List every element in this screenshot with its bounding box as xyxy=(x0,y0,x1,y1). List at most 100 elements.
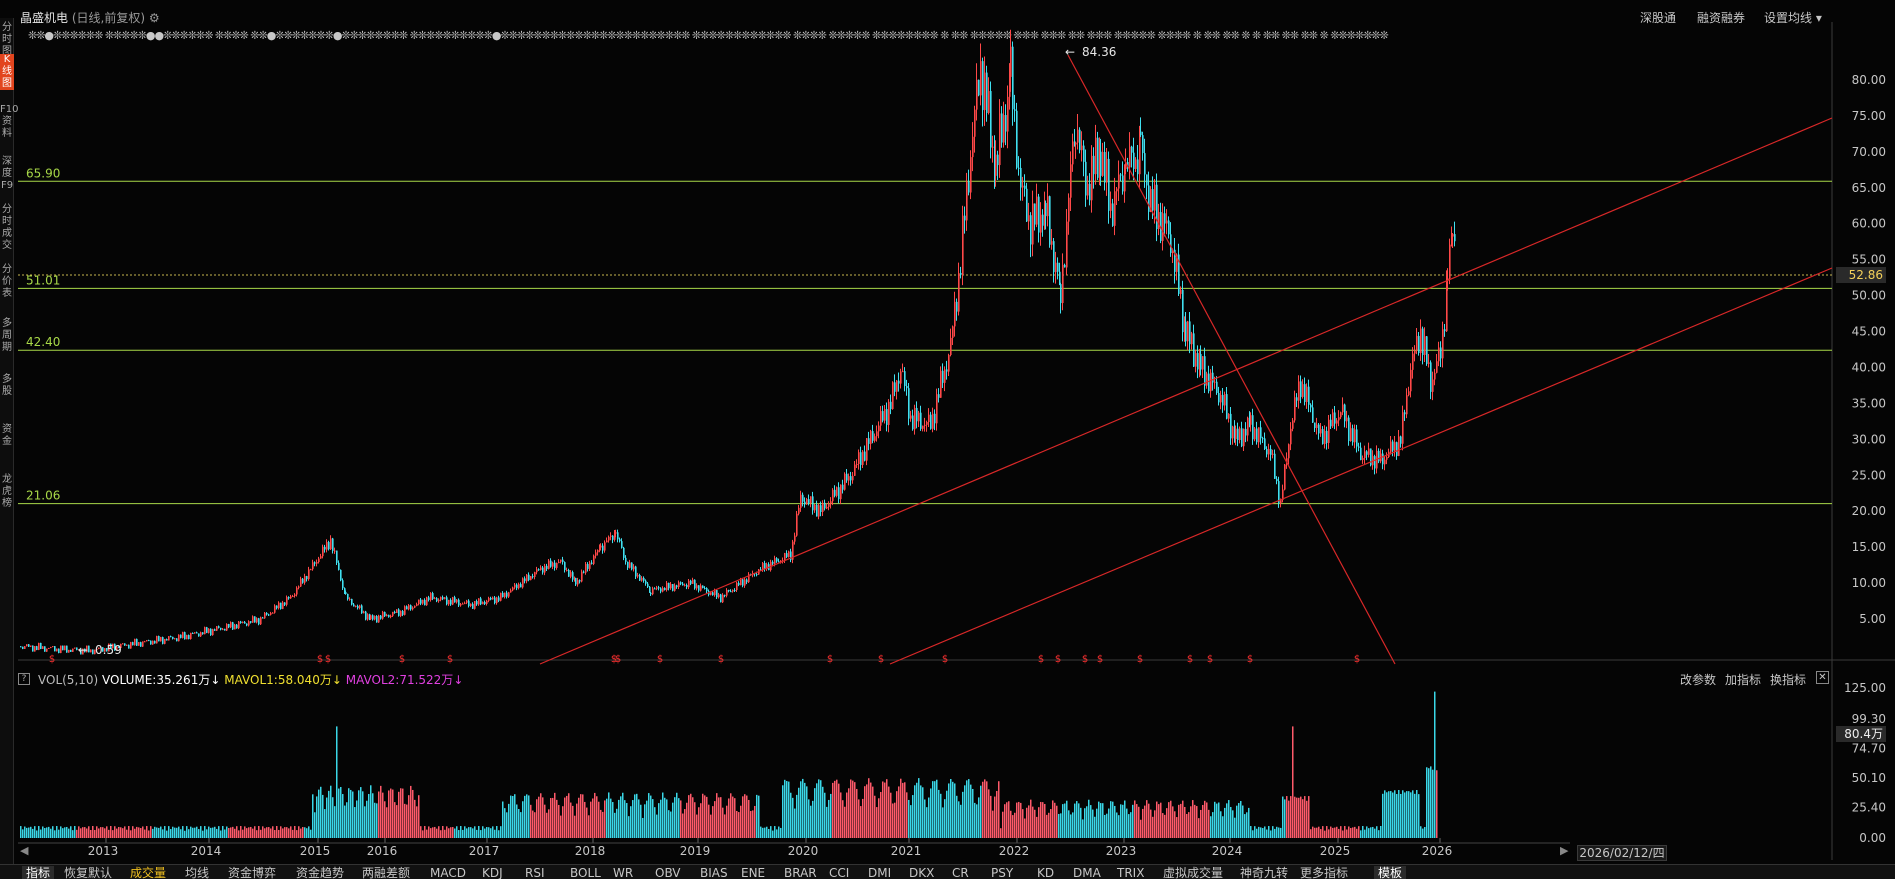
tab-timeshare[interactable]: 分 时 图 xyxy=(2,22,12,57)
candle-body xyxy=(960,272,962,275)
edit-params-button[interactable]: 改参数 xyxy=(1680,673,1717,687)
volume-bar xyxy=(1350,828,1352,838)
volume-bar xyxy=(958,801,960,838)
indicator-tab[interactable]: 资金趋势 xyxy=(296,866,345,879)
volume-bar xyxy=(894,802,896,838)
indicator-tab[interactable]: TRIX xyxy=(1117,866,1145,879)
volume-bar xyxy=(636,793,638,838)
volume-bar xyxy=(1416,790,1418,838)
indicator-tab[interactable]: CCI xyxy=(829,866,850,879)
tab-trades[interactable]: 分 时 成 交 xyxy=(2,204,12,251)
volume-bar xyxy=(166,830,168,838)
indicator-tab[interactable]: KD xyxy=(1037,866,1055,879)
candle-body xyxy=(1418,335,1420,354)
add-indicator-button[interactable]: 加指标 xyxy=(1725,673,1762,687)
indicator-tab[interactable]: 成交量 xyxy=(130,866,167,879)
indicator-tab[interactable]: OBV xyxy=(655,866,681,879)
tab-multi-stock[interactable]: 多 股 xyxy=(2,374,12,397)
indicator-tab[interactable]: 模板 xyxy=(1374,866,1407,879)
indicator-tab[interactable]: 虚拟成交量 xyxy=(1163,866,1224,879)
candle-body xyxy=(272,612,274,614)
indicator-tab[interactable]: WR xyxy=(613,866,634,879)
candle-body xyxy=(298,586,300,588)
indicator-tab[interactable]: 资金博弈 xyxy=(228,866,277,879)
indicator-tab[interactable]: 两融差额 xyxy=(362,866,411,879)
candle-body xyxy=(631,562,633,570)
indicator-tab[interactable]: KDJ xyxy=(482,866,503,879)
candle-body xyxy=(536,569,538,573)
indicator-tab[interactable]: PSY xyxy=(991,866,1014,879)
volume-bar xyxy=(552,797,554,838)
indicator-tab[interactable]: BOLL xyxy=(570,866,601,879)
indicator-tab[interactable]: 指标 xyxy=(22,866,55,879)
volume-bar xyxy=(940,793,942,838)
candle-body xyxy=(194,632,196,634)
close-icon[interactable]: ✕ xyxy=(1816,671,1829,684)
volume-bar xyxy=(1014,812,1016,838)
volume-bar xyxy=(114,826,116,838)
volume-bar xyxy=(474,826,476,838)
candle-body xyxy=(1216,381,1218,394)
candle-body xyxy=(1434,372,1436,380)
volume-bar xyxy=(486,827,488,838)
candle-body xyxy=(888,401,890,425)
candle-body xyxy=(357,605,359,609)
volume-bar xyxy=(464,826,466,838)
indicator-tab[interactable]: 更多指标 xyxy=(1300,866,1349,879)
candle-body xyxy=(396,609,398,614)
volume-bar xyxy=(284,827,286,838)
indicator-tab[interactable]: 恢复默认 xyxy=(64,866,113,879)
volume-bar xyxy=(238,830,240,838)
candle-body xyxy=(550,560,552,567)
tab-capital[interactable]: 资 金 xyxy=(2,424,12,447)
indicator-tab[interactable]: RSI xyxy=(525,866,545,879)
volume-bar xyxy=(1220,811,1222,838)
indicator-tab[interactable]: BRAR xyxy=(784,866,817,879)
tab-dragon-tiger[interactable]: 龙 虎 榜 xyxy=(2,474,12,509)
switch-indicator-button[interactable]: 换指标 xyxy=(1770,673,1807,687)
candle-body xyxy=(506,592,508,597)
tab-f10[interactable]: F10 资 料 xyxy=(0,104,19,139)
candle-body xyxy=(1062,264,1064,304)
indicator-tab[interactable]: MACD xyxy=(430,866,466,879)
indicator-tab[interactable]: 神奇九转 xyxy=(1240,866,1289,879)
sgt-button[interactable]: 深股通 xyxy=(1640,11,1677,25)
indicator-tab[interactable]: DMA xyxy=(1073,866,1101,879)
volume-bar xyxy=(290,826,292,838)
tab-f9[interactable]: 深 度 F9 xyxy=(0,156,14,191)
question-icon[interactable]: ? xyxy=(18,673,30,685)
indicator-tab[interactable]: CR xyxy=(952,866,969,879)
margin-button[interactable]: 融资融券 xyxy=(1697,11,1746,25)
indicator-tab[interactable]: DMI xyxy=(868,866,892,879)
volume-bar xyxy=(996,790,998,838)
candle-body xyxy=(1262,438,1264,440)
gear-icon[interactable]: ⚙ xyxy=(148,11,160,25)
candle-body xyxy=(637,575,639,577)
volume-bar xyxy=(1150,809,1152,838)
volume-bar xyxy=(1262,828,1264,838)
volume-bar xyxy=(582,794,584,838)
tab-price-table[interactable]: 分 价 表 xyxy=(2,264,12,299)
candle-body xyxy=(1270,448,1272,455)
indicator-tab[interactable]: DKX xyxy=(909,866,935,879)
volume-bar xyxy=(1052,800,1054,838)
candle-body xyxy=(172,636,174,639)
volume-bar xyxy=(1036,816,1038,838)
tab-multi-period[interactable]: 多 周 期 xyxy=(2,318,12,353)
indicator-tab[interactable]: BIAS xyxy=(700,866,728,879)
candle-body xyxy=(452,597,454,605)
candle-body xyxy=(388,614,390,618)
indicator-tab[interactable]: 均线 xyxy=(185,866,210,879)
candle-body xyxy=(1314,422,1316,428)
volume-bar xyxy=(288,828,290,838)
volume-bar xyxy=(128,826,130,838)
tab-kline[interactable]: K 线 图 xyxy=(0,54,14,90)
indicator-tab[interactable]: ENE xyxy=(741,866,766,879)
candle-body xyxy=(384,611,386,617)
ma-settings-button[interactable]: 设置均线 ▾ xyxy=(1764,9,1822,26)
volume-bar xyxy=(458,830,460,838)
volume-bar xyxy=(490,828,492,838)
candle-body xyxy=(1220,394,1222,403)
volume-bar xyxy=(1392,792,1394,838)
